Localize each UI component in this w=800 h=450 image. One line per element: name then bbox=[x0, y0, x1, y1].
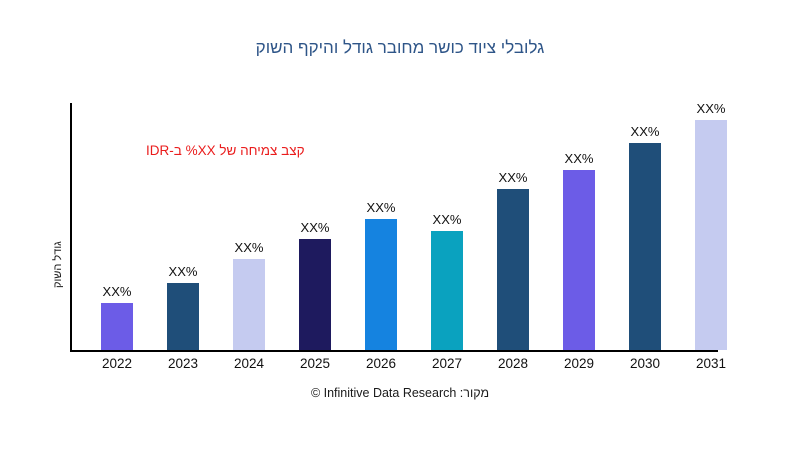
bar-2022[interactable] bbox=[101, 303, 133, 350]
x-tick-2027: 2027 bbox=[431, 356, 463, 371]
bar-value-label-2028: XX% bbox=[498, 170, 528, 185]
x-tick-2031: 2031 bbox=[695, 356, 727, 371]
x-tick-2022: 2022 bbox=[101, 356, 133, 371]
bar-2030[interactable] bbox=[629, 143, 661, 350]
x-tick-2028: 2028 bbox=[497, 356, 529, 371]
bar-2024[interactable] bbox=[233, 259, 265, 350]
x-tick-2026: 2026 bbox=[365, 356, 397, 371]
bar-group[interactable]: XX% bbox=[612, 103, 678, 350]
bar-2028[interactable] bbox=[497, 189, 529, 350]
bar-value-label-2030: XX% bbox=[630, 124, 660, 139]
plot-area: גודל השוק קצב צמיחה של XX% ב-IDR XX% XX% X… bbox=[52, 101, 785, 352]
bar-group[interactable]: XX% bbox=[678, 101, 744, 350]
bar-group[interactable]: XX% bbox=[414, 103, 480, 350]
growth-rate-annotation: קצב צמיחה של XX% ב-IDR bbox=[146, 143, 305, 158]
bar-value-label-2029: XX% bbox=[564, 151, 594, 166]
bar-2029[interactable] bbox=[563, 170, 595, 350]
bar-value-label-2031: XX% bbox=[696, 101, 726, 116]
bar-value-label-2026: XX% bbox=[366, 200, 396, 215]
x-tick-2029: 2029 bbox=[563, 356, 595, 371]
bar-group[interactable]: XX% bbox=[348, 103, 414, 350]
bar-group[interactable]: XX% bbox=[480, 103, 546, 350]
bar-value-label-2024: XX% bbox=[234, 240, 264, 255]
bars-layer: XX% XX% XX% XX% XX% XX% XX% XX% XX% XX% bbox=[70, 101, 785, 351]
x-tick-2024: 2024 bbox=[233, 356, 265, 371]
x-tick-2023: 2023 bbox=[167, 356, 199, 371]
bar-group[interactable]: XX% bbox=[84, 103, 150, 350]
x-tick-2030: 2030 bbox=[629, 356, 661, 371]
bar-2023[interactable] bbox=[167, 283, 199, 350]
chart-source-footer: מקור: Infinitive Data Research © bbox=[310, 386, 490, 400]
x-axis-line bbox=[70, 350, 718, 352]
chart-title: גלובלי ציוד כושר מחובר גודל והיקף השוק bbox=[255, 38, 545, 57]
bar-group[interactable]: XX% bbox=[282, 103, 348, 350]
bar-value-label-2023: XX% bbox=[168, 264, 198, 279]
bar-value-label-2027: XX% bbox=[432, 212, 462, 227]
bar-group[interactable]: XX% bbox=[150, 103, 216, 350]
bar-2025[interactable] bbox=[299, 239, 331, 350]
bar-2026[interactable] bbox=[365, 219, 397, 350]
y-axis-title: גודל השוק bbox=[52, 241, 64, 288]
bar-2027[interactable] bbox=[431, 231, 463, 350]
bar-group[interactable]: XX% bbox=[216, 103, 282, 350]
bar-value-label-2025: XX% bbox=[300, 220, 330, 235]
x-tick-2025: 2025 bbox=[299, 356, 331, 371]
x-axis-tick-labels: 2022 2023 2024 2025 2026 2027 2028 2029 2030 2031 bbox=[70, 356, 785, 378]
bar-value-label-2022: XX% bbox=[102, 284, 132, 299]
y-axis-line bbox=[70, 103, 72, 351]
bar-group[interactable]: XX% bbox=[546, 103, 612, 350]
bar-2031[interactable] bbox=[695, 120, 727, 350]
